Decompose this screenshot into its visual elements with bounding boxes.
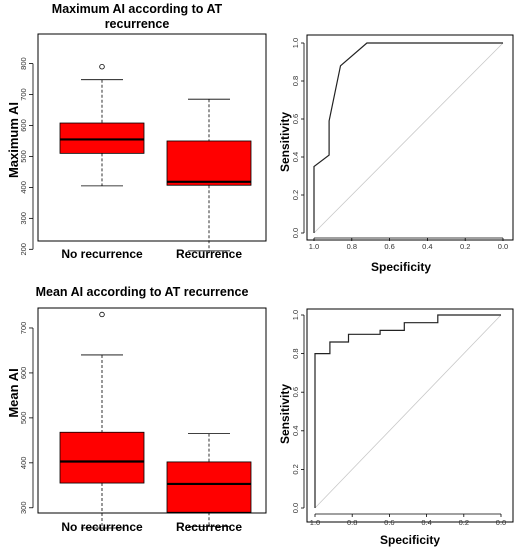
category-label: Recurrence (176, 520, 242, 534)
y-tick-label: 0.0 (291, 503, 300, 513)
y-axis-label: Mean AI (6, 368, 21, 417)
mean-ai-roc: Sensitivity Specificity 1.0 0.8 0.6 0.4 0.2 0… (278, 308, 514, 547)
x-tick-label: 0.4 (421, 518, 431, 527)
chart-title-line-1: Maximum AI according to AT (52, 2, 223, 16)
y-tick-label: 0.8 (291, 348, 300, 358)
y-tick-label: 500 (19, 150, 28, 163)
y-axis-label: Maximum AI (6, 102, 21, 178)
max-ai-boxplot: Maximum AI according to AT recurrence Ma… (6, 2, 267, 261)
y-tick-label: 1.0 (291, 310, 300, 320)
y-tick-label: 0.4 (291, 426, 300, 436)
chart-title-line-2: recurrence (105, 17, 170, 31)
box (59, 122, 145, 154)
category-label: No recurrence (61, 247, 143, 261)
y-tick-label: 0.2 (291, 464, 300, 474)
x-tick-label: 0.8 (347, 242, 357, 251)
box (166, 461, 252, 513)
x-axis-label: Specificity (371, 260, 431, 274)
y-axis-label: Sensitivity (278, 384, 292, 444)
max-ai-roc: Sensitivity Specificity 1.0 0.8 0.6 0.4 0.2 0… (278, 34, 514, 274)
y-tick-label: 800 (19, 57, 28, 70)
roc-curve (314, 314, 501, 508)
x-tick-label: 0.2 (460, 242, 470, 251)
y-tick-label: 1.0 (291, 38, 300, 48)
x-tick-label: 0.8 (347, 518, 357, 527)
x-tick-label: 1.0 (310, 518, 320, 527)
y-tick-label: 600 (19, 367, 28, 380)
roc-curve (313, 42, 503, 233)
y-tick-label: 0.8 (291, 76, 300, 86)
mean-ai-boxplot: Mean AI according to AT recurrence Mean … (6, 285, 267, 534)
plot-frame (37, 33, 267, 242)
y-tick-label: 700 (19, 88, 28, 101)
x-tick-label: 0.0 (496, 518, 506, 527)
box (166, 140, 252, 186)
y-tick-label: 300 (19, 502, 28, 515)
x-tick-label: 1.0 (309, 242, 319, 251)
x-tick-label: 0.6 (384, 242, 394, 251)
y-axis-label: Sensitivity (278, 112, 292, 172)
x-tick-label: 0.6 (384, 518, 394, 527)
chart-title: Mean AI according to AT recurrence (36, 285, 249, 299)
y-tick-label: 0.6 (291, 114, 300, 124)
y-tick-label: 700 (19, 322, 28, 335)
y-tick-label: 400 (19, 181, 28, 194)
x-axis-label: Specificity (380, 533, 440, 547)
reference-diagonal (314, 314, 502, 509)
x-tick-label: 0.2 (459, 518, 469, 527)
y-tick-label: 600 (19, 119, 28, 132)
x-tick-label: 0.4 (422, 242, 432, 251)
outlier-point (99, 63, 105, 70)
y-tick-label: 0.0 (291, 228, 300, 238)
y-tick-label: 500 (19, 412, 28, 425)
plot-frame (306, 34, 514, 241)
y-tick-label: 200 (19, 243, 28, 256)
x-tick-label: 0.0 (498, 242, 508, 251)
box (59, 431, 145, 484)
plot-frame (37, 307, 267, 514)
plot-frame (306, 308, 514, 523)
reference-diagonal (313, 42, 504, 234)
category-label: No recurrence (61, 520, 143, 534)
y-tick-label: 400 (19, 457, 28, 470)
y-tick-label: 0.4 (291, 152, 300, 162)
y-tick-label: 300 (19, 212, 28, 225)
outlier-point (99, 311, 105, 318)
y-tick-label: 0.2 (291, 190, 300, 200)
category-label: Recurrence (176, 247, 242, 261)
y-tick-label: 0.6 (291, 387, 300, 397)
